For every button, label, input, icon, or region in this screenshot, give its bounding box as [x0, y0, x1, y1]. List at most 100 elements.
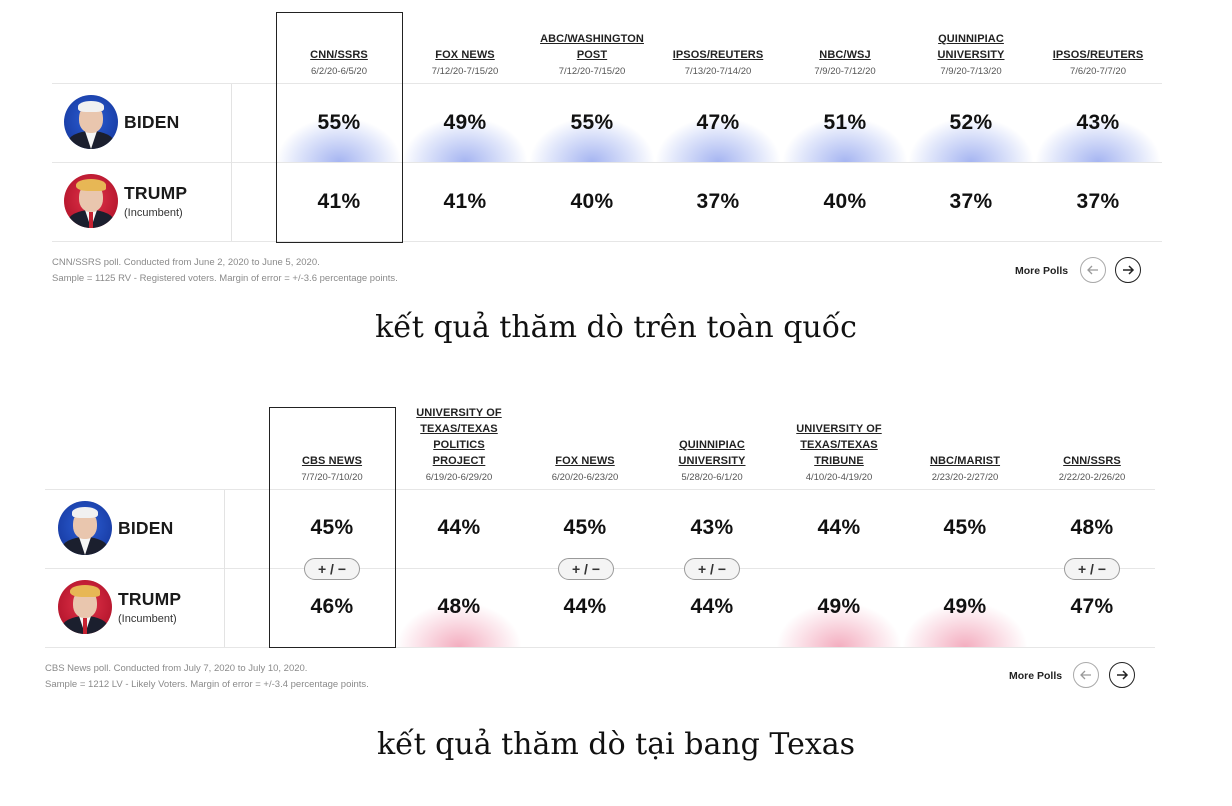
arrow-left-icon — [1080, 670, 1091, 680]
margin-of-error-toggle[interactable]: + / − — [684, 558, 740, 580]
next-polls-button[interactable] — [1115, 257, 1141, 283]
candidate-name: TRUMP — [124, 183, 188, 203]
trump-value: 48% — [437, 595, 481, 618]
footnote-line: CNN/SSRS poll. Conducted from June 2, 20… — [52, 257, 320, 268]
poll-dates: 2/22/20-2/26/20 — [1058, 472, 1126, 483]
poll-dates: 6/20/20-6/23/20 — [551, 472, 619, 483]
divider — [52, 83, 1162, 84]
leader-highlight — [1035, 84, 1161, 162]
poll-column-header[interactable]: CNN/SSRS 2/22/20-2/26/20 — [1029, 418, 1155, 484]
leader-highlight — [276, 84, 402, 162]
texas-caption: kết quả thăm dò tại bang Texas — [376, 727, 856, 762]
trump-value: 46% — [310, 595, 354, 618]
poll-column-header[interactable]: IPSOS/REUTERS 7/6/20-7/7/20 — [1035, 20, 1161, 78]
more-polls-label[interactable]: More Polls — [1009, 670, 1063, 682]
poll-column-header[interactable]: CNN/SSRS 6/2/20-6/5/20 — [276, 20, 402, 78]
margin-of-error-toggle[interactable]: + / − — [304, 558, 360, 580]
biden-value: 55% — [317, 111, 361, 134]
poll-dates: 7/12/20-7/15/20 — [558, 66, 626, 77]
poll-dates: 5/28/20-6/1/20 — [681, 472, 743, 483]
pollster-link[interactable]: NBC/WSJ — [819, 49, 871, 61]
biden-value: 48% — [1070, 516, 1114, 539]
pollster-link[interactable]: QUINNIPIAC UNIVERSITY — [937, 33, 1005, 61]
pollster-link[interactable]: FOX NEWS — [435, 49, 495, 61]
pollster-link[interactable]: UNIVERSITY OF TEXAS/TEXAS POLITICS PROJE… — [416, 407, 502, 467]
leader-highlight — [908, 84, 1034, 162]
pollster-link[interactable]: NBC/MARIST — [929, 455, 1001, 467]
candidate-trump: TRUMP (Incumbent) — [64, 174, 187, 228]
poll-column-header[interactable]: CBS NEWS 7/7/20-7/10/20 — [269, 418, 395, 484]
poll-dates: 7/13/20-7/14/20 — [684, 66, 752, 77]
poll-dates: 7/12/20-7/15/20 — [431, 66, 499, 77]
pollster-link[interactable]: CNN/SSRS — [310, 49, 368, 61]
biden-value: 47% — [696, 111, 740, 134]
poll-column-header[interactable]: NBC/MARIST 2/23/20-2/27/20 — [902, 418, 1028, 484]
pollster-link[interactable]: ABC/WASHINGTON POST — [540, 33, 644, 61]
margin-of-error-toggle[interactable]: + / − — [558, 558, 614, 580]
biden-value: 45% — [943, 516, 987, 539]
leader-highlight — [402, 84, 528, 162]
arrow-left-icon — [1087, 265, 1098, 275]
biden-value: 51% — [823, 111, 867, 134]
poll-column-header[interactable]: ABC/WASHINGTON POST 7/12/20-7/15/20 — [529, 20, 655, 78]
arrow-right-icon — [1123, 265, 1135, 275]
prev-polls-button[interactable] — [1080, 257, 1106, 283]
poll-column-header[interactable]: UNIVERSITY OF TEXAS/TEXAS POLITICS PROJE… — [396, 407, 522, 484]
trump-value: 47% — [1070, 595, 1114, 618]
pollster-link[interactable]: CBS NEWS — [301, 455, 363, 467]
trump-value: 49% — [817, 595, 861, 618]
poll-column-header[interactable]: QUINNIPIAC UNIVERSITY 5/28/20-6/1/20 — [649, 418, 775, 484]
trump-value: 49% — [943, 595, 987, 618]
pollster-link[interactable]: IPSOS/REUTERS — [1052, 49, 1144, 61]
divider — [45, 647, 1155, 648]
trump-avatar — [64, 174, 118, 228]
poll-column-header[interactable]: UNIVERSITY OF TEXAS/TEXAS TRIBUNE 4/10/2… — [776, 418, 902, 484]
poll-column-header[interactable]: NBC/WSJ 7/9/20-7/12/20 — [782, 20, 908, 78]
divider — [52, 162, 1162, 163]
biden-value: 44% — [817, 516, 861, 539]
biden-avatar — [58, 501, 112, 555]
biden-value: 43% — [1076, 111, 1120, 134]
footnote-line: Sample = 1212 LV - Likely Voters. Margin… — [45, 679, 369, 690]
trump-value: 37% — [1076, 190, 1120, 213]
biden-value: 52% — [949, 111, 993, 134]
biden-avatar — [64, 95, 118, 149]
poll-footnote: CNN/SSRS poll. Conducted from June 2, 20… — [52, 255, 398, 287]
margin-of-error-toggle[interactable]: + / − — [1064, 558, 1120, 580]
footnote-line: CBS News poll. Conducted from July 7, 20… — [45, 663, 308, 674]
arrow-right-icon — [1117, 670, 1129, 680]
candidate-biden: BIDEN — [58, 501, 173, 555]
poll-column-header[interactable]: FOX NEWS 7/12/20-7/15/20 — [402, 20, 528, 78]
incumbent-label: (Incumbent) — [118, 613, 177, 625]
leader-highlight — [782, 84, 908, 162]
poll-column-header[interactable]: FOX NEWS 6/20/20-6/23/20 — [522, 418, 648, 484]
column-divider — [224, 490, 225, 647]
poll-dates: 4/10/20-4/19/20 — [805, 472, 873, 483]
divider — [52, 241, 1162, 242]
biden-value: 49% — [443, 111, 487, 134]
trump-value: 37% — [949, 190, 993, 213]
next-polls-button[interactable] — [1109, 662, 1135, 688]
prev-polls-button[interactable] — [1073, 662, 1099, 688]
divider — [45, 489, 1155, 490]
candidate-name: TRUMP — [118, 589, 182, 609]
biden-value: 55% — [570, 111, 614, 134]
candidate-trump: TRUMP (Incumbent) — [58, 580, 181, 634]
trump-value: 40% — [823, 190, 867, 213]
pollster-link[interactable]: QUINNIPIAC UNIVERSITY — [678, 439, 746, 467]
pollster-link[interactable]: UNIVERSITY OF TEXAS/TEXAS TRIBUNE — [796, 423, 882, 467]
leader-highlight — [396, 569, 522, 647]
more-polls-label[interactable]: More Polls — [1015, 265, 1069, 277]
trump-value: 44% — [563, 595, 607, 618]
poll-column-header[interactable]: IPSOS/REUTERS 7/13/20-7/14/20 — [655, 20, 781, 78]
poll-dates: 7/6/20-7/7/20 — [1070, 66, 1126, 77]
candidate-biden: BIDEN — [64, 95, 179, 149]
poll-footnote: CBS News poll. Conducted from July 7, 20… — [45, 661, 369, 693]
pollster-link[interactable]: IPSOS/REUTERS — [672, 49, 764, 61]
poll-column-header[interactable]: QUINNIPIAC UNIVERSITY 7/9/20-7/13/20 — [908, 20, 1034, 78]
leader-highlight — [529, 84, 655, 162]
pollster-link[interactable]: FOX NEWS — [555, 455, 615, 467]
footnote-line: Sample = 1125 RV - Registered voters. Ma… — [52, 273, 398, 284]
trump-value: 37% — [696, 190, 740, 213]
pollster-link[interactable]: CNN/SSRS — [1063, 455, 1121, 467]
